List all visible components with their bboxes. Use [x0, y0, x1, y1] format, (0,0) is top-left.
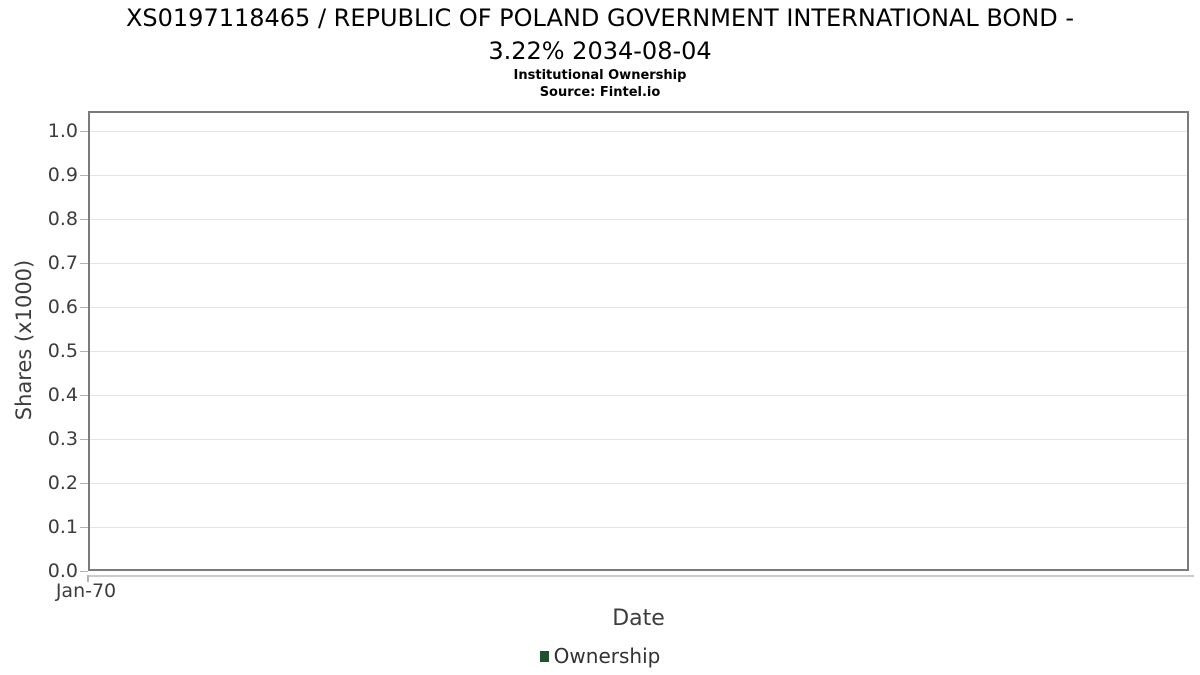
- y-tick-0.9: [80, 175, 88, 176]
- legend-item-ownership: Ownership: [539, 644, 661, 668]
- x-axis-line: [88, 575, 1194, 577]
- y-tick-label-0.9: 0.9: [47, 164, 78, 186]
- chart-subtitle: Institutional Ownership: [513, 68, 687, 83]
- chart-title-line1: XS0197118465 / REPUBLIC OF POLAND GOVERN…: [125, 4, 1075, 32]
- y-tick-label-0.3: 0.3: [47, 428, 78, 450]
- chart-legend: Ownership: [0, 644, 1200, 668]
- x-axis-title: Date: [612, 606, 665, 631]
- plot-area: [88, 111, 1189, 571]
- gridline-y-0.1: [90, 527, 1187, 528]
- y-tick-1.0: [80, 131, 88, 132]
- y-tick-label-0.1: 0.1: [47, 516, 78, 538]
- gridline-y-0.7: [90, 263, 1187, 264]
- y-tick-0.2: [80, 483, 88, 484]
- y-tick-label-0.7: 0.7: [47, 252, 78, 274]
- y-tick-0.6: [80, 307, 88, 308]
- y-tick-0.3: [80, 439, 88, 440]
- y-tick-0.5: [80, 351, 88, 352]
- chart-title: XS0197118465 / REPUBLIC OF POLAND GOVERN…: [0, 2, 1200, 68]
- y-tick-label-0.8: 0.8: [47, 208, 78, 230]
- chart-source: Source: Fintel.io: [539, 85, 661, 100]
- gridline-y-0.4: [90, 395, 1187, 396]
- y-tick-0.1: [80, 527, 88, 528]
- gridline-y-1.0: [90, 131, 1187, 132]
- gridline-y-0.6: [90, 307, 1187, 308]
- y-tick-label-0.0: 0.0: [47, 560, 78, 582]
- y-tick-label-0.6: 0.6: [47, 296, 78, 318]
- y-tick-label-0.4: 0.4: [47, 384, 78, 406]
- y-tick-label-0.2: 0.2: [47, 472, 78, 494]
- y-tick-0.7: [80, 263, 88, 264]
- gridline-y-0.8: [90, 219, 1187, 220]
- x-axis-tick: [87, 575, 89, 582]
- gridline-y-0.3: [90, 439, 1187, 440]
- y-tick-0.0: [80, 571, 88, 572]
- x-tick-label: Jan-70: [55, 580, 117, 602]
- gridline-y-0.2: [90, 483, 1187, 484]
- y-tick-0.4: [80, 395, 88, 396]
- gridline-y-0.9: [90, 175, 1187, 176]
- y-tick-0.8: [80, 219, 88, 220]
- legend-marker-icon: [539, 650, 549, 662]
- y-tick-label-0.5: 0.5: [47, 340, 78, 362]
- y-axis-title: Shares (x1000): [12, 259, 36, 421]
- legend-label: Ownership: [553, 644, 661, 668]
- gridline-y-0.5: [90, 351, 1187, 352]
- chart-title-line2: 3.22% 2034-08-04: [488, 37, 712, 65]
- y-tick-label-1.0: 1.0: [47, 120, 78, 142]
